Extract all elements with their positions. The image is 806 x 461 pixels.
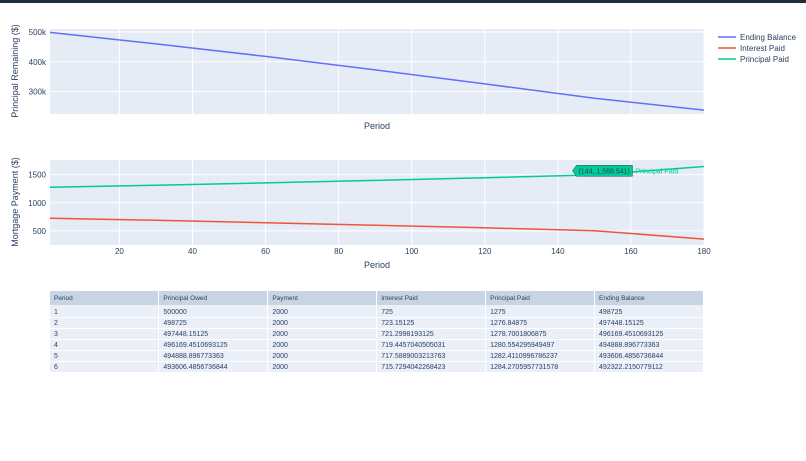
- table-row: 4 496169.4510693125 2000 719.4457040505031 1…: [50, 339, 704, 351]
- payment-x-tick-label: 140: [551, 247, 565, 256]
- series-line-ending-balance[interactable]: [49, 31, 705, 111]
- table-cell-principal-paid: 1284.2705957731578: [485, 361, 596, 373]
- table-cell-payment: 2000: [267, 361, 378, 373]
- balance-x-axis-title: Period: [364, 121, 390, 131]
- hover-tooltip: (144, 1,568.541) Principal Paid: [572, 165, 678, 177]
- legend-label-interest-paid[interactable]: Interest Paid: [740, 44, 785, 53]
- legend-label-ending-balance[interactable]: Ending Balance: [740, 33, 797, 42]
- table-cell-interest-paid: 717.5889003213763: [376, 350, 487, 362]
- table-cell-ending-balance: 492322.2150779112: [594, 361, 704, 373]
- table-cell-ending-balance: 496169.4510693125: [594, 328, 704, 340]
- column-header-interest-paid: Interest Paid: [376, 291, 487, 305]
- table-cell-payment: 2000: [267, 350, 378, 362]
- table-cell-interest-paid: 723.15125: [376, 317, 487, 329]
- payment-x-tick-label: 120: [478, 247, 492, 256]
- hover-label-box: [572, 165, 633, 177]
- balance-y-gridlines: [50, 31, 704, 93]
- table-row: 5 494888.896773363 2000 717.5889003213763 12…: [50, 350, 704, 362]
- table-cell-principal-paid: 1275: [485, 305, 596, 318]
- column-header-principal-paid: Principal Paid: [485, 291, 596, 305]
- payment-x-tick-label: 100: [405, 247, 419, 256]
- amortization-table: Period Principal Owed Payment Interest Paid…: [50, 291, 704, 373]
- table-cell-ending-balance: 493606.4856736844: [594, 350, 704, 362]
- table-cell-ending-balance: 494888.896773363: [594, 339, 704, 351]
- balance-y-ticks: 300k 400k 500k: [29, 28, 47, 97]
- amortization-table-container: Period Principal Owed Payment Interest Paid…: [50, 291, 704, 373]
- balance-plot-background: [50, 29, 704, 114]
- table-cell-interest-paid: 725: [376, 305, 487, 318]
- balance-y-tick-label: 300k: [29, 88, 47, 97]
- payment-x-tick-label: 180: [697, 247, 711, 256]
- table-cell-ending-balance: 497448.15125: [594, 317, 704, 329]
- payment-chart: 500 1000 1500 20 40 60 80 100 120 140 160 180 (144…: [10, 157, 711, 270]
- table-cell-principal-paid: 1282.4110996786237: [485, 350, 596, 362]
- column-header-payment: Payment: [267, 291, 378, 305]
- table-cell-principal-owed: 493606.4856736844: [158, 361, 269, 373]
- payment-x-tick-label: 40: [188, 247, 197, 256]
- table-cell-principal-owed: 497448.15125: [158, 328, 269, 340]
- balance-chart: 300k 400k 500k Principal Remaining ($) Per…: [10, 24, 705, 131]
- column-header-period: Period: [50, 291, 160, 305]
- payment-y-axis-title: Mortgage Payment ($): [10, 157, 20, 247]
- table-row: 2 498725 2000 723.15125 1276.84875 497448.151…: [50, 317, 704, 329]
- table-cell-principal-owed: 494888.896773363: [158, 350, 269, 362]
- payment-x-tick-label: 60: [261, 247, 270, 256]
- table-cell-principal-paid: 1276.84875: [485, 317, 596, 329]
- table-cell-period: 2: [50, 317, 160, 329]
- table-cell-principal-paid: 1280.554295949497: [485, 339, 596, 351]
- hover-value-label: (144, 1,568.541): [578, 168, 629, 175]
- table-cell-interest-paid: 721.2998193125: [376, 328, 487, 340]
- column-header-principal-owed: Principal Owed: [158, 291, 269, 305]
- table-cell-principal-owed: 500000: [158, 305, 269, 318]
- payment-y-tick-label: 500: [33, 227, 47, 236]
- table-cell-period: 3: [50, 328, 160, 340]
- table-cell-payment: 2000: [267, 317, 378, 329]
- column-header-ending-balance: Ending Balance: [594, 291, 704, 305]
- table-header-row: Period Principal Owed Payment Interest Paid…: [50, 291, 704, 305]
- payment-x-tick-label: 20: [115, 247, 124, 256]
- table-body: 1 500000 2000 725 1275 498725 2 498725 2000 723.1…: [50, 305, 704, 373]
- balance-y-tick-label: 400k: [29, 58, 47, 67]
- payment-x-tick-label: 80: [334, 247, 343, 256]
- table-cell-period: 4: [50, 339, 160, 351]
- table-cell-interest-paid: 715.7294042268423: [376, 361, 487, 373]
- series-line-interest-paid[interactable]: [49, 217, 705, 240]
- balance-series[interactable]: [49, 31, 705, 111]
- table-cell-ending-balance: 498725: [594, 305, 704, 318]
- table-cell-principal-owed: 496169.4510693125: [158, 339, 269, 351]
- payment-x-ticks: 20 40 60 80 100 120 140 160 180: [115, 247, 711, 256]
- table-cell-interest-paid: 719.4457040505031: [376, 339, 487, 351]
- payment-x-axis-title: Period: [364, 260, 390, 270]
- payment-y-tick-label: 1500: [28, 171, 46, 180]
- table-cell-period: 6: [50, 361, 160, 373]
- table-cell-payment: 2000: [267, 305, 378, 318]
- table-row: 1 500000 2000 725 1275 498725: [50, 305, 704, 318]
- payment-y-ticks: 500 1000 1500: [28, 171, 46, 236]
- table-cell-payment: 2000: [267, 339, 378, 351]
- balance-y-axis-title: Principal Remaining ($): [10, 24, 20, 118]
- table-cell-period: 5: [50, 350, 160, 362]
- table-cell-principal-paid: 1278.7001806875: [485, 328, 596, 340]
- table-row: 6 493606.4856736844 2000 715.7294042268423 1…: [50, 361, 704, 373]
- balance-y-tick-label: 500k: [29, 28, 47, 37]
- legend-label-principal-paid[interactable]: Principal Paid: [740, 55, 789, 64]
- legend: Ending Balance Interest Paid Principal Pai…: [718, 33, 797, 64]
- table-cell-payment: 2000: [267, 328, 378, 340]
- top-bar: [0, 0, 806, 3]
- payment-y-tick-label: 1000: [28, 199, 46, 208]
- table-cell-period: 1: [50, 305, 160, 318]
- payment-x-tick-label: 160: [624, 247, 638, 256]
- table-row: 3 497448.15125 2000 721.2998193125 1278.7001…: [50, 328, 704, 340]
- hover-series-label: Principal Paid: [635, 168, 678, 175]
- balance-x-gridlines: [118, 29, 705, 114]
- table-cell-principal-owed: 498725: [158, 317, 269, 329]
